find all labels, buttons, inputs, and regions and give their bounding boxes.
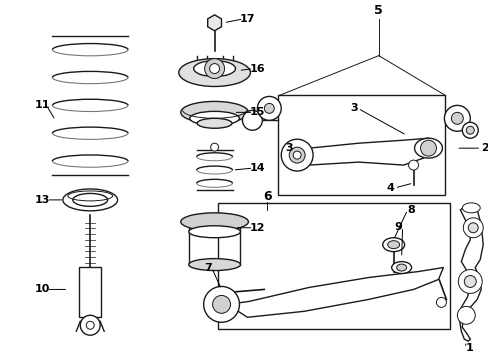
Ellipse shape xyxy=(181,102,248,123)
Ellipse shape xyxy=(461,203,479,213)
Circle shape xyxy=(80,315,100,335)
Circle shape xyxy=(212,296,230,313)
Circle shape xyxy=(408,160,418,170)
Text: 1: 1 xyxy=(465,343,472,353)
Circle shape xyxy=(209,64,219,73)
Ellipse shape xyxy=(188,258,240,270)
PathPatch shape xyxy=(458,205,482,341)
Circle shape xyxy=(420,140,436,156)
Text: 7: 7 xyxy=(203,262,211,273)
Circle shape xyxy=(86,321,94,329)
Circle shape xyxy=(257,96,281,120)
Circle shape xyxy=(210,19,218,27)
Circle shape xyxy=(464,275,475,287)
Ellipse shape xyxy=(63,189,117,211)
Text: 14: 14 xyxy=(249,163,264,173)
Ellipse shape xyxy=(197,118,231,128)
Text: 17: 17 xyxy=(239,14,255,24)
Text: 9: 9 xyxy=(394,222,402,232)
Text: 2: 2 xyxy=(480,143,488,153)
Bar xyxy=(217,203,449,329)
Circle shape xyxy=(203,287,239,322)
Text: 3: 3 xyxy=(349,103,357,113)
Circle shape xyxy=(462,218,482,238)
Circle shape xyxy=(210,143,218,151)
Circle shape xyxy=(436,297,446,307)
Circle shape xyxy=(204,59,224,78)
Polygon shape xyxy=(294,138,432,165)
Circle shape xyxy=(242,111,262,130)
Circle shape xyxy=(444,105,469,131)
Bar xyxy=(278,95,445,195)
Circle shape xyxy=(468,223,477,233)
Bar xyxy=(79,266,101,317)
Text: 15: 15 xyxy=(249,107,264,117)
Circle shape xyxy=(264,103,274,113)
Circle shape xyxy=(450,112,462,124)
Text: 6: 6 xyxy=(263,190,271,203)
Circle shape xyxy=(288,147,305,163)
Circle shape xyxy=(466,126,473,134)
Text: 16: 16 xyxy=(249,64,264,73)
Ellipse shape xyxy=(382,238,404,252)
Ellipse shape xyxy=(189,111,239,125)
Circle shape xyxy=(461,122,477,138)
Text: 12: 12 xyxy=(249,223,264,233)
Ellipse shape xyxy=(391,262,411,274)
Text: 10: 10 xyxy=(35,284,50,294)
Text: 4: 4 xyxy=(386,183,394,193)
Circle shape xyxy=(457,270,481,293)
Ellipse shape xyxy=(179,59,250,86)
Polygon shape xyxy=(227,267,443,317)
Circle shape xyxy=(281,139,312,171)
Text: 13: 13 xyxy=(35,195,50,205)
Circle shape xyxy=(293,151,301,159)
Ellipse shape xyxy=(414,138,442,158)
Text: 5: 5 xyxy=(374,4,382,17)
Ellipse shape xyxy=(188,226,240,238)
Ellipse shape xyxy=(387,241,399,249)
Ellipse shape xyxy=(193,60,235,77)
Ellipse shape xyxy=(181,213,248,231)
Text: 3: 3 xyxy=(285,143,292,153)
Ellipse shape xyxy=(73,193,107,206)
Text: 11: 11 xyxy=(35,100,50,111)
Text: 8: 8 xyxy=(407,205,415,215)
Ellipse shape xyxy=(396,264,406,271)
Circle shape xyxy=(456,306,474,324)
